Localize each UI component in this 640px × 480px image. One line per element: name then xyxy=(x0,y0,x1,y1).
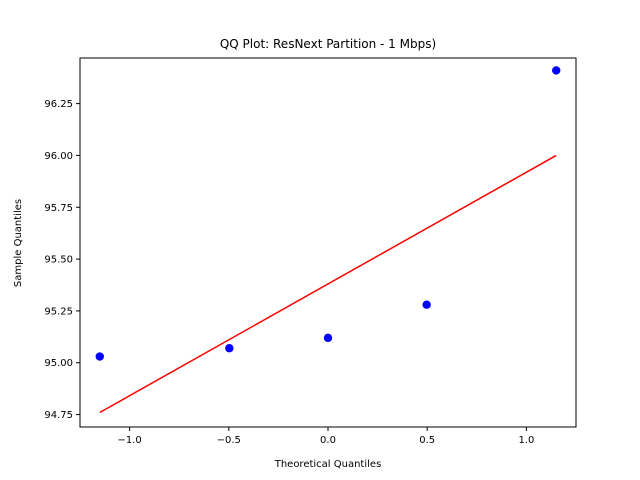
data-point xyxy=(552,66,561,75)
x-tick-label: 0.0 xyxy=(320,435,336,446)
y-axis-label: Sample Quantiles xyxy=(13,199,24,287)
plot-area xyxy=(95,66,561,414)
y-tick-label: 96.25 xyxy=(44,99,73,110)
y-tick-label: 96.00 xyxy=(44,151,73,162)
x-axis: −1.0 −0.5 0.0 0.5 1.0 xyxy=(117,427,534,446)
chart-title: QQ Plot: ResNext Partition - 1 Mbps) xyxy=(220,37,436,51)
x-axis-label: Theoretical Quantiles xyxy=(274,459,382,470)
x-tick-label: −1.0 xyxy=(117,435,141,446)
data-point xyxy=(422,300,431,309)
y-axis: 94.75 95.00 95.25 95.50 95.75 96.00 96.25 xyxy=(44,99,80,421)
y-tick-label: 95.50 xyxy=(44,255,73,266)
data-point xyxy=(323,333,333,343)
x-tick-label: 1.0 xyxy=(518,435,534,446)
data-point xyxy=(225,344,234,353)
y-tick-label: 94.75 xyxy=(44,410,73,421)
data-point xyxy=(95,352,104,361)
x-tick-label: 0.5 xyxy=(419,435,435,446)
plot-frame xyxy=(79,57,577,428)
y-tick-label: 95.00 xyxy=(44,358,73,369)
x-tick-label: −0.5 xyxy=(217,435,241,446)
reference-line xyxy=(99,154,557,414)
y-tick-label: 95.25 xyxy=(44,306,73,317)
y-tick-label: 95.75 xyxy=(44,203,73,214)
